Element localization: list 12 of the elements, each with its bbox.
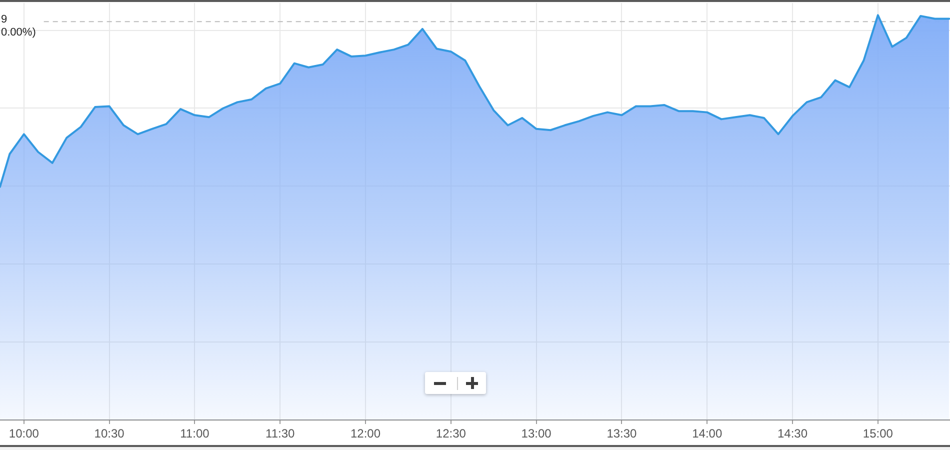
x-tick-label: 11:00 — [180, 426, 210, 441]
x-tick-label: 12:30 — [436, 426, 466, 441]
x-tick-label: 14:00 — [692, 426, 722, 441]
x-tick-label: 12:00 — [350, 426, 381, 441]
x-tick-label: 13:00 — [521, 426, 552, 441]
x-tick-label: 14:30 — [778, 426, 808, 441]
x-tick-label: 15:00 — [862, 426, 894, 441]
annotation: 9 0.00%) — [1, 14, 36, 39]
x-tick-label: 13:30 — [606, 426, 638, 441]
x-tick-label: 10:30 — [94, 426, 125, 441]
x-tick-label: 10:00 — [8, 426, 40, 441]
x-tick-label: 11:30 — [266, 426, 296, 441]
